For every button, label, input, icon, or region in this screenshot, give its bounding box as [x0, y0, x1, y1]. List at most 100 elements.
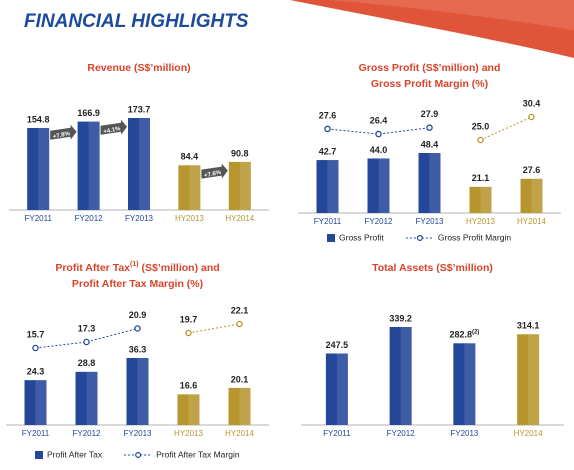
bar	[517, 334, 540, 425]
bar-shade	[336, 353, 348, 425]
bar-shade	[88, 121, 100, 210]
margin-point	[426, 124, 433, 131]
margin-point	[134, 325, 141, 332]
bar-shade	[429, 153, 441, 213]
bar-shade	[35, 380, 47, 425]
legend-label: Gross Profit Margin	[438, 232, 511, 242]
bar-shade	[189, 165, 201, 210]
chart-title: Total Assets (S$’million)	[372, 262, 493, 274]
value-label: 282.8(2)	[449, 329, 479, 340]
legend-marker	[416, 235, 423, 242]
bar	[177, 394, 200, 425]
margin-label: 15.7	[27, 329, 45, 339]
x-tick-label: FY2013	[415, 217, 444, 226]
x-tick-label: HY2014	[514, 429, 543, 438]
margin-point	[528, 113, 535, 121]
x-tick-label: FY2011	[314, 217, 342, 226]
legend-marker	[327, 234, 335, 242]
margin-point	[236, 320, 243, 328]
margin-label: 27.9	[421, 109, 439, 119]
value-label-superscript: (2)	[472, 329, 479, 335]
growth-label: +4.1%	[103, 126, 122, 136]
bar	[128, 118, 150, 210]
chart-title: Revenue (S$’million)	[87, 62, 190, 74]
value-label: 90.8	[231, 148, 249, 158]
header-swoosh-light	[330, 0, 574, 30]
bar-shade	[378, 158, 390, 213]
margin-label: 26.4	[370, 115, 388, 125]
margin-label: 20.9	[129, 310, 147, 320]
growth-label: +7.6%	[204, 170, 223, 180]
bar	[228, 161, 251, 210]
margin-point	[185, 329, 192, 337]
bar-shade	[38, 128, 50, 210]
value-label: 48.4	[421, 139, 439, 149]
x-tick-label: FY2011	[22, 429, 50, 438]
bar	[389, 327, 412, 425]
bar	[77, 121, 100, 210]
growth-label: +7.8%	[53, 131, 72, 141]
value-label: 44.0	[370, 145, 388, 155]
growth-arrow	[50, 124, 77, 140]
bar	[453, 343, 476, 425]
x-tick-label: FY2013	[123, 429, 152, 438]
bar-shade	[239, 387, 251, 425]
bar-shade	[531, 178, 543, 213]
x-tick-label: HY2014	[225, 429, 254, 438]
bar	[75, 371, 98, 425]
margin-label: 17.3	[78, 323, 96, 333]
value-label: 28.8	[78, 358, 96, 368]
bar-shade	[86, 371, 98, 425]
margin-label: 22.1	[231, 305, 249, 315]
bar-shade	[327, 160, 339, 213]
title-text: Revenue (S$’million)	[87, 62, 190, 74]
bar-shade	[139, 118, 150, 210]
bar	[469, 186, 492, 213]
margin-label: 30.4	[523, 98, 541, 108]
bar-shade	[400, 327, 412, 425]
title-text: Gross Profit Margin (%)	[371, 78, 488, 90]
x-tick-label: FY2012	[72, 429, 101, 438]
margin-point	[32, 344, 39, 352]
bar-shade	[528, 334, 540, 425]
margin-line	[35, 328, 138, 349]
title-superscript: (1)	[130, 261, 139, 268]
value-label: 21.1	[472, 173, 490, 183]
x-tick-label: HY2013	[175, 214, 204, 223]
title-text: (S$’million) and	[139, 262, 220, 274]
x-tick-label: FY2011	[24, 214, 52, 223]
legend-marker	[135, 452, 142, 459]
bar	[178, 165, 201, 210]
bar	[367, 158, 390, 213]
bar-shade	[188, 394, 200, 425]
bar	[325, 353, 348, 425]
margin-point	[324, 125, 331, 133]
legend-label: Profit After Tax	[47, 449, 103, 459]
bar	[228, 387, 251, 425]
growth-arrow	[100, 119, 127, 135]
margin-label: 25.0	[472, 121, 490, 131]
x-tick-label: FY2012	[75, 214, 104, 223]
bar	[316, 160, 339, 213]
margin-point	[83, 338, 90, 346]
x-tick-label: FY2012	[387, 429, 416, 438]
title-text: Profit After Tax Margin (%)	[72, 278, 203, 290]
value-label: 84.4	[181, 152, 199, 162]
margin-point	[477, 136, 484, 144]
value-label: 339.2	[389, 313, 412, 323]
title-text: Profit After Tax	[55, 262, 130, 274]
bar-shade	[137, 358, 149, 425]
bar	[520, 178, 543, 213]
chart-title: Profit After Tax Margin (%)	[72, 278, 203, 290]
x-tick-label: FY2013	[450, 429, 479, 438]
margin-label: 27.6	[319, 110, 337, 120]
value-label: 27.6	[523, 165, 541, 175]
value-label: 247.5	[326, 340, 349, 350]
margin-line	[188, 323, 240, 334]
value-label: 16.6	[180, 381, 198, 391]
margin-line	[480, 116, 532, 141]
bar	[27, 128, 50, 210]
chart-title: Gross Profit Margin (%)	[371, 78, 488, 90]
x-tick-label: HY2014	[517, 217, 546, 226]
chart-title: Gross Profit (S$’million) and	[359, 62, 501, 74]
